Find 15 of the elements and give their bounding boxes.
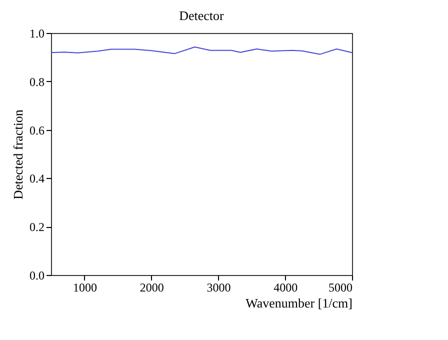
y-axis-title: Detected fraction xyxy=(10,109,26,200)
y-tick-label: 1.0 xyxy=(30,26,44,40)
y-tick-label: 0.6 xyxy=(30,123,44,138)
chart-title: Detector xyxy=(179,8,225,23)
y-tick-label: 0.0 xyxy=(30,268,44,282)
y-tick-label: 0.8 xyxy=(30,74,44,89)
x-tick-label: 3000 xyxy=(206,280,231,294)
y-tick-label: 0.4 xyxy=(30,172,44,186)
line-series xyxy=(50,46,352,55)
y-tick-label: 0.2 xyxy=(30,220,44,234)
x-tick-label: 2000 xyxy=(140,280,164,294)
x-tick-label: 4000 xyxy=(274,280,298,294)
x-tick-label: 1000 xyxy=(72,280,97,294)
x-axis-title: Wavenumber [1/cm] xyxy=(246,296,352,310)
x-tick-label: 5000 xyxy=(328,280,352,294)
